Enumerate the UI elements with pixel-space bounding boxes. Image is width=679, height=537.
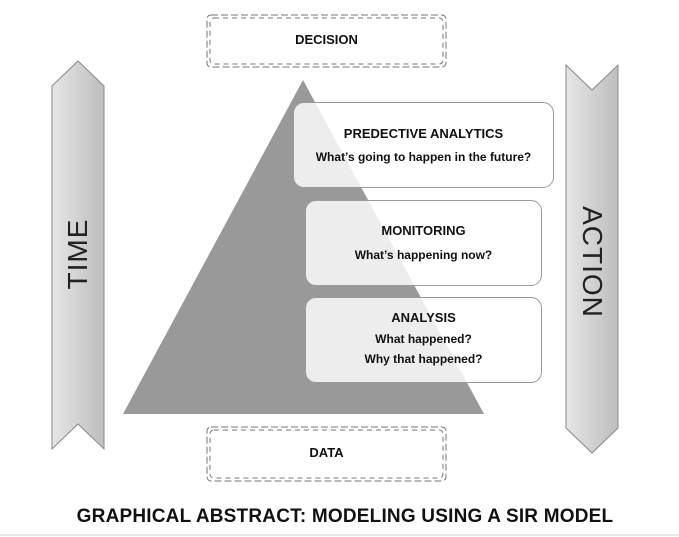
card-title: PREDECTIVE ANALYTICS [343, 126, 504, 141]
card-title: ANALYSIS [391, 310, 456, 325]
card-line: What’s happening now? [354, 248, 493, 262]
data-label: DATA [309, 445, 344, 460]
decision-label: DECISION [295, 32, 358, 47]
card-line: Why that happened? [364, 352, 483, 366]
action-label: ACTION [577, 206, 608, 318]
caption: GRAPHICAL ABSTRACT: MODELING USING A SIR… [76, 506, 614, 527]
predictive-analytics-card: PREDECTIVE ANALYTICS What’s going to hap… [293, 102, 554, 188]
card-line: What happened? [375, 332, 472, 346]
time-ribbon [51, 60, 105, 451]
card-title: MONITORING [381, 223, 466, 238]
monitoring-card: MONITORING What’s happening now? [305, 200, 542, 286]
data-box [206, 426, 447, 482]
analysis-card: ANALYSIS What happened? Why that happene… [305, 297, 542, 383]
decision-box [206, 14, 447, 68]
time-label: TIME [62, 218, 93, 290]
action-ribbon [565, 63, 619, 454]
card-line: What’s going to happen in the future? [315, 150, 532, 164]
